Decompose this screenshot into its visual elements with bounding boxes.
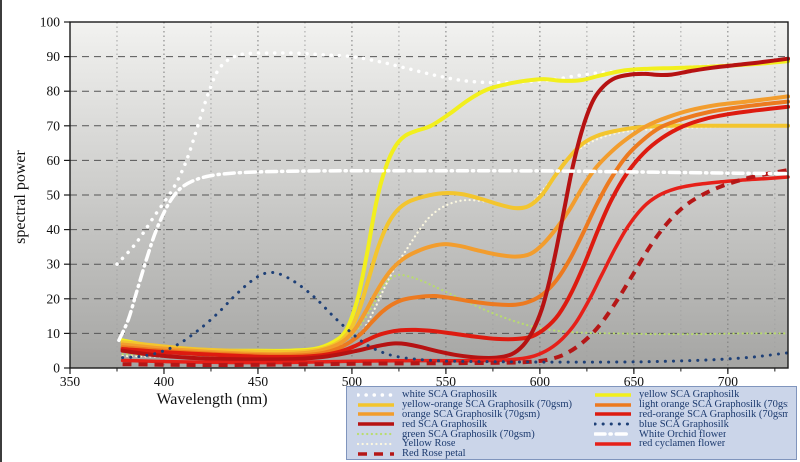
legend-swatch-orange-sca — [358, 412, 394, 417]
x-tick-label: 550 — [436, 374, 457, 389]
legend-swatch-red-sca — [358, 422, 394, 427]
series-blue-sca — [121, 270, 790, 364]
legend-column-left: white SCA Graphosilk yellow-orange SCA Gr… — [347, 387, 584, 459]
series-yellow-rose — [121, 124, 790, 359]
y-tick-label: 70 — [47, 118, 61, 133]
legend-label: White Orchid flower — [639, 428, 727, 440]
y-tick-label: 80 — [47, 84, 61, 99]
x-tick-label: 500 — [342, 374, 363, 389]
legend-swatch-green-sca — [357, 432, 395, 436]
legend-label: orange SCA Graphosilk (70gsm) — [402, 409, 540, 420]
series-red-cyclamen — [120, 175, 790, 365]
legend-label: Yellow Rose — [402, 438, 456, 450]
legend-item-green-sca: green SCA Graphosilk (70gsm) — [357, 428, 584, 440]
legend-label: yellow SCA Graphosilk — [639, 389, 740, 401]
series-red-rose-petal — [122, 168, 789, 367]
legend-swatch-light-orange-sca — [595, 402, 631, 407]
legend-item-red-rose-petal: Red Rose petal — [357, 448, 584, 460]
legend-swatch-red-orange-sca — [595, 412, 631, 417]
legend-label: red cyclamen flower — [639, 438, 726, 450]
legend-label: red SCA Graphosilk — [402, 418, 488, 430]
legend-item-orange-sca: orange SCA Graphosilk (70gsm) — [357, 409, 584, 420]
legend-swatch-white-orchid — [594, 432, 632, 436]
legend-box: white SCA Graphosilk yellow-orange SCA Gr… — [346, 386, 797, 460]
series-orange-sca — [120, 94, 790, 357]
legend-swatch-red-rose-petal — [358, 451, 394, 456]
series-white-orchid — [117, 169, 790, 343]
legend-label: red-orange SCA Graphosilk (70gsm) — [639, 409, 788, 420]
x-tick-label: 350 — [60, 374, 81, 389]
y-tick-label: 100 — [40, 15, 61, 30]
legend-item-light-orange-sca: light orange SCA Graphosilk (70gsm) — [594, 399, 788, 411]
legend-label: yellow-orange SCA Graphosilk (70gsm) — [402, 399, 573, 411]
legend-label: Red Rose petal — [402, 448, 466, 460]
legend-swatch-yellow-sca — [595, 393, 631, 397]
y-tick-label: 90 — [47, 49, 61, 64]
x-tick-label: 450 — [248, 374, 269, 389]
legend-swatch-blue-sca — [594, 422, 632, 426]
legend-item-yellow-orange-sca: yellow-orange SCA Graphosilk (70gsm) — [357, 399, 584, 411]
legend-label: white SCA Graphosilk — [402, 389, 498, 401]
y-tick-label: 20 — [47, 291, 61, 306]
y-tick-label: 40 — [47, 222, 61, 237]
legend-item-red-sca: red SCA Graphosilk — [357, 418, 584, 430]
x-axis-label: Wavelength (nm) — [156, 391, 268, 408]
legend-swatch-yellow-orange-sca — [358, 402, 394, 407]
x-tick-label: 600 — [530, 374, 551, 389]
y-tick-label: 10 — [47, 326, 61, 341]
x-tick-label: 650 — [624, 374, 645, 389]
legend-item-white-sca: white SCA Graphosilk — [357, 389, 584, 401]
legend-item-yellow-sca: yellow SCA Graphosilk — [594, 389, 788, 401]
legend-label: blue SCA Graphosilk — [639, 418, 729, 430]
legend-item-blue-sca: blue SCA Graphosilk — [594, 418, 788, 430]
y-tick-label: 0 — [53, 361, 60, 376]
x-tick-label: 700 — [718, 374, 739, 389]
legend-swatch-yellow-rose — [357, 442, 395, 445]
y-tick-label: 60 — [47, 153, 61, 168]
legend-item-white-orchid: White Orchid flower — [594, 428, 788, 440]
legend-swatch-red-cyclamen — [595, 442, 631, 446]
legend-label: light orange SCA Graphosilk (70gsm) — [639, 399, 788, 411]
series-white-sca — [115, 51, 790, 266]
legend-item-red-cyclamen: red cyclamen flower — [594, 438, 788, 450]
y-tick-label: 50 — [47, 188, 61, 203]
x-tick-label: 400 — [154, 374, 175, 389]
legend-swatch-white-sca — [357, 393, 395, 397]
legend-column-right: yellow SCA Graphosilk light orange SCA Gr… — [584, 387, 788, 459]
legend-label: green SCA Graphosilk (70gsm) — [402, 428, 535, 440]
y-axis-label: spectral power — [12, 150, 29, 244]
series-red-sca — [120, 56, 790, 362]
legend-item-red-orange-sca: red-orange SCA Graphosilk (70gsm) — [594, 409, 788, 420]
y-tick-label: 30 — [47, 257, 61, 272]
legend-item-yellow-rose: Yellow Rose — [357, 438, 584, 450]
series-light-orange-sca — [120, 99, 790, 358]
